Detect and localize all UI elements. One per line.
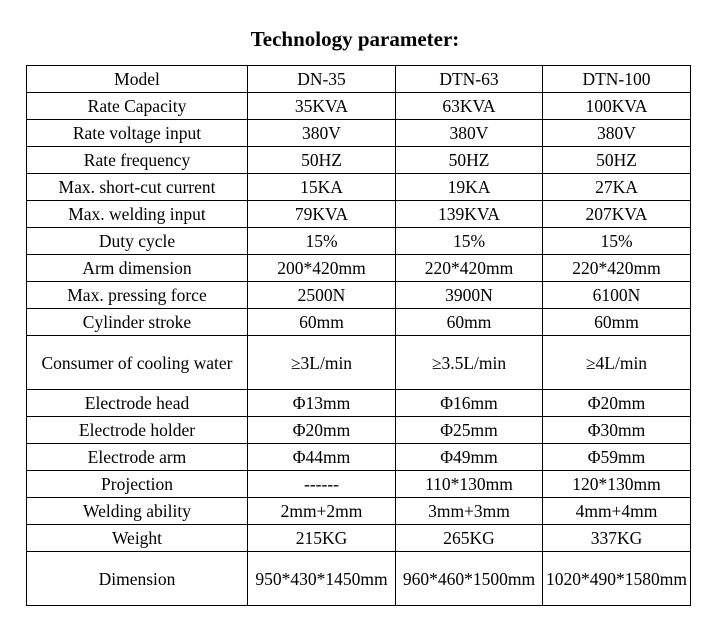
parameter-value-cell: 200*420mm [247,254,396,282]
parameter-label-cell: Max. short-cut current [26,173,248,201]
parameter-value-cell: 6100N [542,281,691,309]
table-row: Electrode arm Φ44mm Φ49mm Φ59mm [26,443,691,471]
parameter-value-cell: 110*130mm [395,470,543,498]
parameter-value-cell: ≥4L/min [542,335,691,390]
table-row: Electrode holder Φ20mm Φ25mm Φ30mm [26,416,691,444]
parameter-value-cell: 79KVA [247,200,396,228]
parameter-value-cell: 220*420mm [542,254,691,282]
parameter-value-cell: 380V [542,119,691,147]
parameter-value-cell: Φ59mm [542,443,691,471]
parameter-value-cell: 380V [247,119,396,147]
table-row: Max. welding input 79KVA 139KVA 207KVA [26,200,691,228]
parameter-value-cell: 15KA [247,173,396,201]
parameter-label-cell: Max. pressing force [26,281,248,309]
parameter-value-cell: Φ30mm [542,416,691,444]
parameter-value-cell: 215KG [247,524,396,552]
parameter-value-cell: DN-35 [247,65,396,93]
parameter-value-cell: 50HZ [542,146,691,174]
parameter-value-cell: 207KVA [542,200,691,228]
parameter-value-cell: 120*130mm [542,470,691,498]
parameter-value-cell: 220*420mm [395,254,543,282]
parameter-value-cell: 3mm+3mm [395,497,543,525]
table-row: Rate frequency 50HZ 50HZ 50HZ [26,146,691,174]
parameter-label-cell: Max. welding input [26,200,248,228]
parameter-value-cell: 60mm [395,308,543,336]
parameter-value-cell: Φ20mm [247,416,396,444]
parameter-label-cell: Projection [26,470,248,498]
table-row: Welding ability 2mm+2mm 3mm+3mm 4mm+4mm [26,497,691,525]
parameter-value-cell: Φ13mm [247,389,396,417]
parameter-value-cell: 60mm [247,308,396,336]
parameter-value-cell: 380V [395,119,543,147]
table-row: Projection ------ 110*130mm 120*130mm [26,470,691,498]
table-row: Max. pressing force 2500N 3900N 6100N [26,281,691,309]
parameter-value-cell: 63KVA [395,92,543,120]
table-row: Max. short-cut current 15KA 19KA 27KA [26,173,691,201]
parameter-value-cell: 1020*490*1580mm [542,551,691,606]
parameter-value-cell: 50HZ [247,146,396,174]
parameter-value-cell: ------ [247,470,396,498]
parameter-value-cell: Φ20mm [542,389,691,417]
parameter-value-cell: ≥3L/min [247,335,396,390]
parameter-value-cell: 15% [247,227,396,255]
parameter-label-cell: Weight [26,524,248,552]
parameter-value-cell: 35KVA [247,92,396,120]
parameter-value-cell: 15% [395,227,543,255]
table-row: Cylinder stroke 60mm 60mm 60mm [26,308,691,336]
parameter-value-cell: 60mm [542,308,691,336]
table-row: Electrode head Φ13mm Φ16mm Φ20mm [26,389,691,417]
parameter-table-body: Model DN-35 DTN-63 DTN-100 Rate Capacity 35KV… [26,65,691,606]
parameter-table: Model DN-35 DTN-63 DTN-100 Rate Capacity 35KV… [26,65,691,606]
table-row: Duty cycle 15% 15% 15% [26,227,691,255]
parameter-label-cell: Electrode holder [26,416,248,444]
parameter-label-cell: Cylinder stroke [26,308,248,336]
parameter-value-cell: 2mm+2mm [247,497,396,525]
parameter-value-cell: 960*460*1500mm [395,551,543,606]
parameter-value-cell: 19KA [395,173,543,201]
parameter-value-cell: 50HZ [395,146,543,174]
parameter-value-cell: DTN-63 [395,65,543,93]
parameter-value-cell: 265KG [395,524,543,552]
parameter-value-cell: Φ44mm [247,443,396,471]
page-title: Technology parameter: [250,27,460,51]
table-row: Consumer of cooling water ≥3L/min ≥3.5L/mi… [26,335,691,390]
parameter-label-cell: Rate frequency [26,146,248,174]
parameter-value-cell: 3900N [395,281,543,309]
parameter-value-cell: ≥3.5L/min [395,335,543,390]
parameter-value-cell: Φ49mm [395,443,543,471]
parameter-value-cell: 100KVA [542,92,691,120]
table-row: Arm dimension 200*420mm 220*420mm 220*420mm [26,254,691,282]
parameter-label-cell: Dimension [26,551,248,606]
parameter-label-cell: Rate Capacity [26,92,248,120]
parameter-label-cell: Consumer of cooling water [26,335,248,390]
parameter-value-cell: 27KA [542,173,691,201]
parameter-value-cell: DTN-100 [542,65,691,93]
parameter-label-cell: Welding ability [26,497,248,525]
parameter-value-cell: Φ25mm [395,416,543,444]
parameter-label-cell: Duty cycle [26,227,248,255]
parameter-value-cell: 2500N [247,281,396,309]
table-row: Rate Capacity 35KVA 63KVA 100KVA [26,92,691,120]
table-row: Model DN-35 DTN-63 DTN-100 [26,65,691,93]
parameter-label-cell: Electrode head [26,389,248,417]
parameter-value-cell: Φ16mm [395,389,543,417]
parameter-label-cell: Electrode arm [26,443,248,471]
parameter-value-cell: 4mm+4mm [542,497,691,525]
parameter-value-cell: 15% [542,227,691,255]
parameter-label-cell: Model [26,65,248,93]
parameter-label-cell: Rate voltage input [26,119,248,147]
parameter-value-cell: 139KVA [395,200,543,228]
parameter-label-cell: Arm dimension [26,254,248,282]
table-row: Rate voltage input 380V 380V 380V [26,119,691,147]
table-row: Weight 215KG 265KG 337KG [26,524,691,552]
parameter-value-cell: 337KG [542,524,691,552]
parameter-value-cell: 950*430*1450mm [247,551,396,606]
table-row: Dimension 950*430*1450mm 960*460*1500mm 102… [26,551,691,606]
